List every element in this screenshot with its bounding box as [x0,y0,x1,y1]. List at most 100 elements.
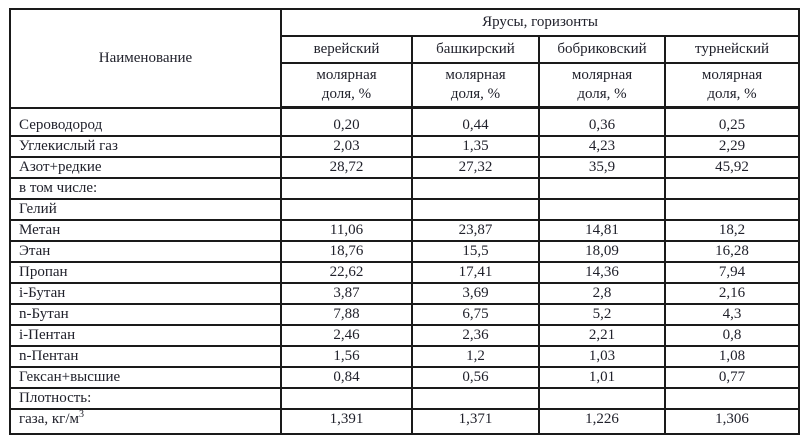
unit-header-cell: молярная доля, % [663,62,801,109]
table-row: Этан 18,76 15,5 18,09 16,28 [9,240,801,263]
value-cell: 3,69 [411,282,540,305]
value-cell: 5,2 [538,303,666,326]
table-row: Азот+редкие 28,72 27,32 35,9 45,92 [9,156,801,179]
row-name: Метан [9,219,282,242]
column-header-turneysky: турнейский [663,35,801,64]
value-cell: 2,21 [538,324,666,347]
table-row: i-Пентан 2,46 2,36 2,21 0,8 [9,324,801,347]
table-row: n-Бутан 7,88 6,75 5,2 4,3 [9,303,801,326]
row-name: в том числе: [9,177,282,200]
value-cell [538,198,666,221]
table-row: в том числе: [9,177,801,200]
value-cell: 0,8 [663,324,801,347]
value-cell [663,177,801,200]
unit-line2: доля, % [321,86,372,102]
header-group-row: Наименование Ярусы, горизонты [9,8,801,109]
unit-line1: молярная [701,67,763,83]
value-cell: 2,46 [280,324,413,347]
value-cell [280,387,413,410]
value-cell: 2,03 [280,135,413,158]
header-names-row: верейский башкирский бобриковский турней… [10,35,801,64]
value-cell: 0,36 [538,106,666,137]
value-cell: 2,8 [538,282,666,305]
value-cell: 3,87 [280,282,413,305]
value-cell: 0,20 [280,106,413,137]
unit-line1: молярная [316,67,377,83]
value-cell: 14,36 [538,261,666,284]
value-cell: 1,2 [411,345,540,368]
value-cell: 1,371 [411,408,540,435]
value-cell: 7,94 [663,261,801,284]
group-header-cell: Ярусы, горизонты [279,8,801,37]
value-cell: 23,87 [411,219,540,242]
value-cell: 4,3 [663,303,801,326]
value-cell [280,177,413,200]
value-cell [538,387,666,410]
table-row: i-Бутан 3,87 3,69 2,8 2,16 [9,282,801,305]
value-cell: 1,01 [538,366,666,389]
table-row: Плотность: [9,387,801,410]
value-cell [538,177,666,200]
value-cell: 0,56 [411,366,540,389]
value-cell [411,177,540,200]
value-cell: 4,23 [538,135,666,158]
unit-line2: доля, % [450,86,501,102]
header-units-row: молярная доля, % молярная доля, % молярная… [10,62,801,109]
value-cell: 22,62 [280,261,413,284]
row-name-text: газа, кг/м [19,411,79,427]
row-name: газа, кг/м3 [9,408,282,435]
table-row: Пропан 22,62 17,41 14,36 7,94 [9,261,801,284]
value-cell: 11,06 [280,219,413,242]
table-row: n-Пентан 1,56 1,2 1,03 1,08 [9,345,801,368]
unit-line1: молярная [445,67,506,83]
value-cell: 7,88 [280,303,413,326]
value-cell: 28,72 [280,156,413,179]
value-cell [411,387,540,410]
value-cell: 1,08 [663,345,801,368]
value-cell: 14,81 [538,219,666,242]
column-header-bobrikovsky: бобриковский [538,35,666,64]
unit-line2: доля, % [577,86,627,102]
row-name: Плотность: [9,387,282,410]
value-cell [411,198,540,221]
row-name: Гексан+высшие [9,366,282,389]
corner-header-cell: Наименование [9,8,282,109]
value-cell: 15,5 [411,240,540,263]
value-cell: 18,76 [280,240,413,263]
unit-header-cell: молярная доля, % [411,62,540,109]
value-cell: 0,77 [663,366,801,389]
value-cell: 1,391 [280,408,413,435]
value-cell: 2,16 [663,282,801,305]
row-name: i-Бутан [9,282,282,305]
row-name: Азот+редкие [9,156,282,179]
value-cell [663,387,801,410]
value-cell: 27,32 [411,156,540,179]
row-name: Пропан [9,261,282,284]
unit-header-cell: молярная доля, % [280,62,413,109]
unit-line2: доля, % [707,86,757,102]
value-cell: 1,226 [538,408,666,435]
value-cell: 0,44 [411,106,540,137]
value-cell: 0,25 [663,106,801,137]
table-row: газа, кг/м3 1,391 1,371 1,226 1,306 [9,408,801,435]
table-row: Углекислый газ 2,03 1,35 4,23 2,29 [9,135,801,158]
table-row: Сероводород 0,20 0,44 0,36 0,25 [9,106,801,137]
value-cell: 18,09 [538,240,666,263]
value-cell: 35,9 [538,156,666,179]
value-cell: 16,28 [663,240,801,263]
unit-line1: молярная [571,67,633,83]
row-name: n-Пентан [9,345,282,368]
gas-composition-table: Наименование Ярусы, горизонты верейский … [9,8,801,435]
table-row: Гелий [9,198,801,221]
value-cell: 1,03 [538,345,666,368]
table-row: Метан 11,06 23,87 14,81 18,2 [9,219,801,242]
value-cell: 1,306 [663,408,801,435]
value-cell: 1,35 [411,135,540,158]
value-cell: 1,56 [280,345,413,368]
unit-header-cell: молярная доля, % [538,62,666,109]
value-cell [663,198,801,221]
column-header-bashkirsky: башкирский [411,35,540,64]
document-page: { "page": { "background": "#ffffff", "bo… [9,8,801,435]
row-name: i-Пентан [9,324,282,347]
table-row: Гексан+высшие 0,84 0,56 1,01 0,77 [9,366,801,389]
